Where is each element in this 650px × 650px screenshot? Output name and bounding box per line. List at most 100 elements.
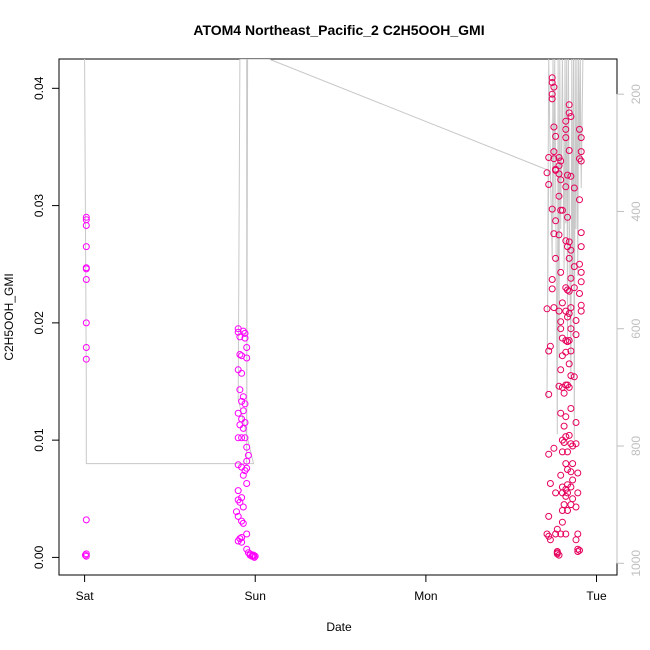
x-tick-label: Sun [245,589,266,603]
data-point [577,243,585,251]
data-point [236,498,244,506]
data-point [567,325,575,333]
data-point [545,450,553,458]
data-point [565,310,573,317]
data-point [82,552,90,560]
data-point [236,333,244,341]
data-point [562,337,570,344]
data-point [572,317,580,324]
data-point [243,354,251,362]
data-point [562,117,570,125]
data-point [550,83,558,91]
y2-tick-label: 1000 [629,550,643,577]
data-point [243,344,251,351]
y-tick-label: 0.03 [32,194,46,218]
data-point [545,390,553,398]
data-point [565,360,573,368]
data-point [234,537,242,545]
data-point [564,171,571,179]
data-point [82,265,90,273]
data-point [552,530,560,538]
data-point [577,301,585,309]
data-point [548,79,556,86]
chart-title: ATOM4 Northeast_Pacific_2 C2H5OOH_GMI [193,22,484,38]
data-point [550,148,558,156]
data-point [565,383,573,391]
y-tick-label: 0.01 [32,428,46,452]
data-point [574,545,582,553]
data-point [574,548,582,555]
data-point [555,162,563,170]
data-point [241,400,249,408]
data-point [548,285,556,293]
y-tick-label: 0.02 [32,311,46,335]
data-point [241,334,249,342]
data-point [574,530,582,538]
data-point [545,347,553,355]
data-point [241,329,249,337]
data-point [576,125,583,133]
data-point [567,483,575,491]
data-point [234,487,242,495]
data-point [572,503,580,511]
data-point [239,503,247,511]
data-point [557,325,565,333]
data-point [238,369,246,377]
data-point [562,433,570,441]
data-point [562,413,570,421]
data-point [572,536,580,544]
data-point [558,518,566,526]
data-point [572,331,580,339]
data-point [550,123,558,131]
data-point [570,284,578,292]
data-point [82,319,90,327]
data-point [543,169,551,177]
data-point [567,405,575,412]
data-point [548,74,556,82]
data-point [82,222,90,229]
data-point [552,489,560,497]
data-point [239,424,247,432]
data-point [557,318,565,326]
data-point [548,95,556,103]
data-point [238,434,246,442]
data-point [234,512,242,520]
plot-frame [58,58,618,576]
data-point [241,434,249,442]
data-point [562,492,570,500]
data-point [550,304,558,312]
data-point [548,205,556,213]
data-point [565,147,573,154]
data-point [569,460,577,468]
data-point [553,548,561,555]
data-point [243,530,251,538]
data-point [564,448,571,456]
y-tick-label: 0.00 [32,545,46,569]
data-point [545,512,553,520]
data-point [236,386,244,394]
data-point [562,348,570,356]
data-point [243,480,251,487]
data-point [557,409,565,417]
data-point [564,286,571,294]
x-axis-label: Date [326,620,352,634]
data-point [567,347,575,355]
data-point [570,184,578,192]
data-point [548,90,556,98]
y2-tick-label: 200 [629,84,643,104]
data-point [557,268,565,276]
data-point [564,338,571,346]
data-point [567,372,575,380]
data-point [564,507,571,514]
data-point [562,530,570,538]
data-point [239,471,247,479]
data-point [243,545,251,553]
data-point [567,113,575,120]
data-point [564,313,571,321]
x-tick-label: Mon [414,589,437,603]
data-point [560,501,568,509]
data-point [565,109,573,117]
x-tick-label: Sat [76,589,95,603]
data-point [562,183,570,191]
